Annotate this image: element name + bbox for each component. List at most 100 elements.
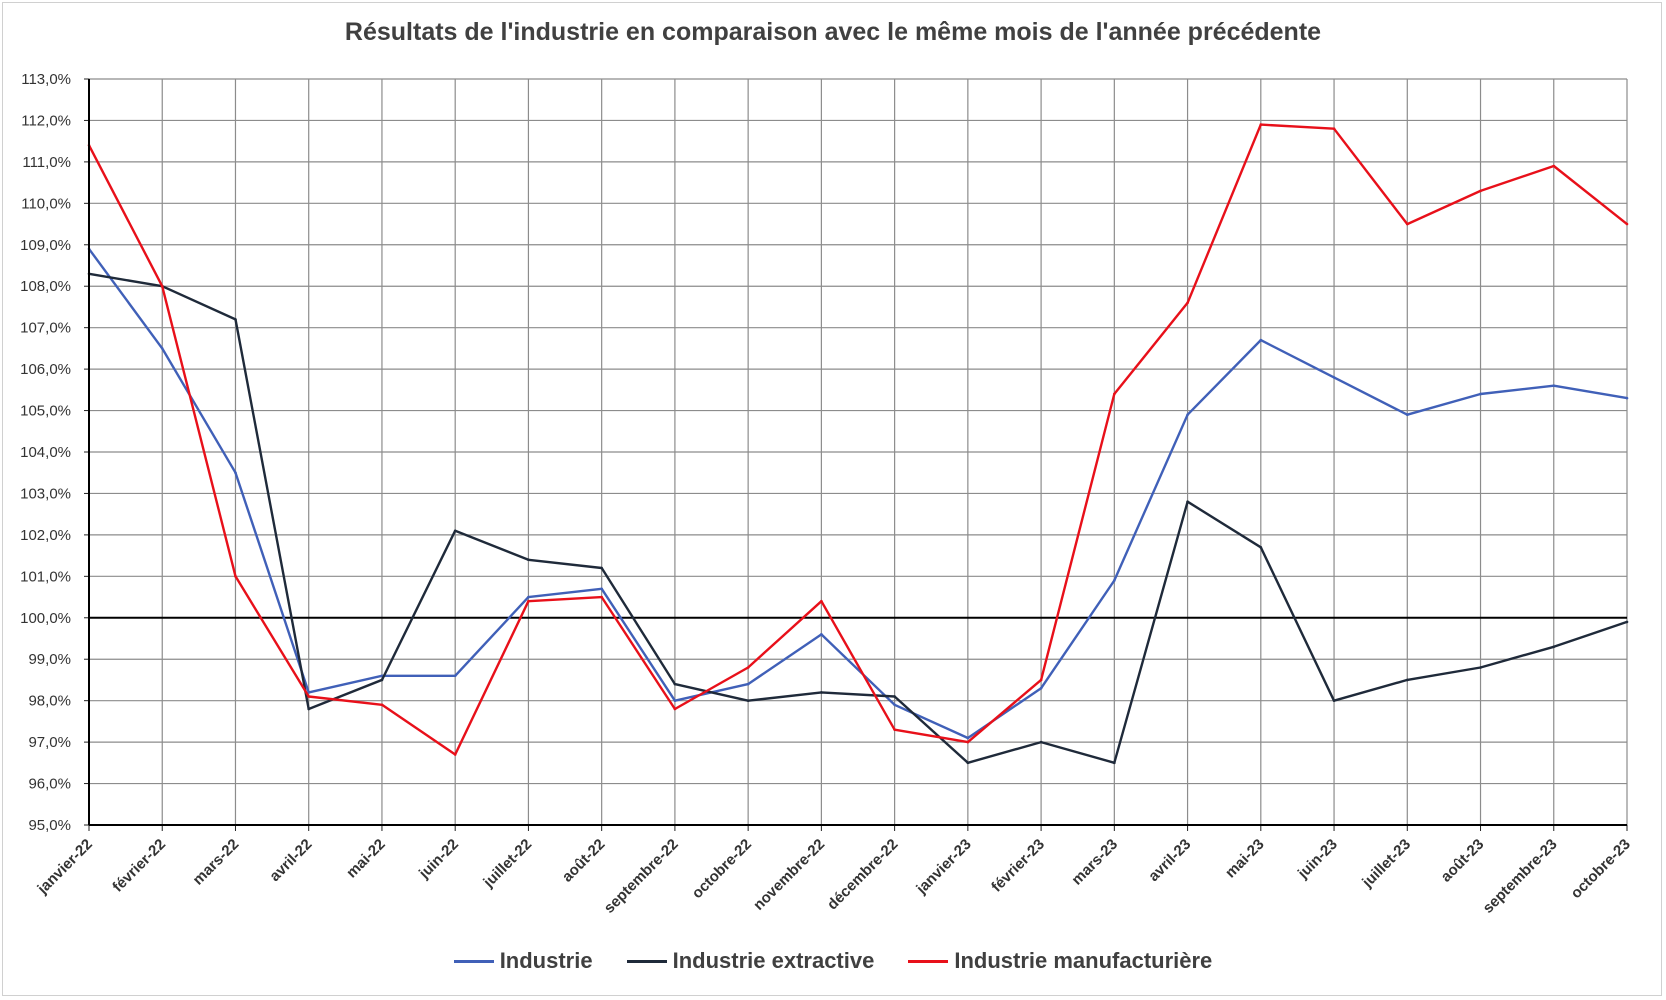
- data-point: [746, 666, 750, 669]
- x-tick-label: août-23: [1438, 836, 1488, 886]
- data-point: [380, 678, 384, 682]
- y-tick-label: 103,0%: [20, 485, 71, 502]
- x-tick-label: avril-23: [1145, 836, 1194, 885]
- x-tick-label: juillet-23: [1358, 836, 1414, 892]
- legend-label: Industrie: [499, 948, 593, 973]
- data-point: [1332, 699, 1336, 702]
- data-point: [527, 595, 530, 599]
- data-point: [600, 566, 603, 570]
- x-tick-label: décembre-22: [824, 836, 901, 913]
- data-point: [1625, 396, 1629, 400]
- data-point: [1332, 376, 1336, 379]
- data-point: [1552, 164, 1556, 168]
- x-tick-label: juin-22: [415, 836, 462, 883]
- data-point: [307, 691, 311, 694]
- data-point: [600, 595, 603, 599]
- y-tick-label: 99,0%: [28, 651, 71, 668]
- data-point: [234, 318, 237, 321]
- x-tick-label: mai-23: [1222, 836, 1268, 882]
- y-tick-label: 107,0%: [20, 320, 71, 337]
- data-point: [307, 695, 311, 698]
- legend-swatch: [626, 959, 667, 963]
- chart-title: Résultats de l'industrie en comparaison …: [344, 18, 1322, 46]
- data-point: [893, 695, 896, 698]
- data-point: [234, 575, 237, 578]
- data-point: [1552, 384, 1556, 387]
- data-point: [453, 529, 457, 533]
- y-tick-label: 104,0%: [20, 444, 71, 461]
- data-point: [966, 740, 970, 744]
- data-point: [746, 699, 750, 702]
- data-point: [1479, 392, 1482, 396]
- data-point: [893, 703, 896, 707]
- y-tick-label: 108,0%: [20, 278, 71, 295]
- x-tick-label: avril-22: [266, 836, 315, 885]
- data-point: [673, 707, 677, 711]
- x-tick-label: septembre-22: [601, 836, 682, 917]
- y-tick-label: 97,0%: [28, 734, 71, 751]
- x-tick-label: juillet-22: [479, 836, 535, 892]
- data-point: [820, 599, 823, 603]
- data-point: [1479, 189, 1482, 193]
- x-tick-label: novembre-22: [750, 836, 828, 914]
- data-point: [1405, 678, 1409, 682]
- data-point: [1186, 500, 1189, 504]
- series-line: [87, 123, 1628, 756]
- series-line: [88, 248, 1628, 740]
- series-lines: [87, 123, 1629, 765]
- legend-label: Industrie manufacturière: [954, 948, 1213, 973]
- x-axis-ticks: janvier-22 février-22 mars-22 avril-22 mai-2…: [34, 825, 1634, 917]
- y-axis-ticks: 95,0% 96,0% 97,0% 98,0% 99,0% 100,0% 101,0% 102…: [20, 71, 89, 834]
- data-point: [1039, 686, 1043, 690]
- data-point: [234, 471, 237, 475]
- data-point: [673, 682, 677, 686]
- data-point: [160, 284, 164, 288]
- grid-lines: [88, 78, 1628, 826]
- data-point: [893, 728, 896, 731]
- x-tick-label: février-23: [988, 836, 1048, 896]
- x-tick-label: janvier-22: [34, 836, 96, 898]
- x-tick-label: août-22: [559, 836, 609, 886]
- data-point: [160, 347, 164, 350]
- data-point: [1259, 123, 1263, 126]
- axes: [88, 79, 1627, 826]
- data-point: [966, 736, 970, 740]
- data-point: [527, 599, 530, 603]
- y-tick-label: 101,0%: [20, 568, 71, 585]
- x-tick-label: janvier-23: [912, 836, 974, 898]
- x-tick-label: octobre-22: [689, 836, 755, 902]
- y-tick-label: 109,0%: [20, 237, 71, 254]
- data-point: [1186, 413, 1189, 417]
- data-point: [1259, 338, 1263, 342]
- legend: Industrie Industrie extractive Industrie m…: [0, 948, 1666, 974]
- data-point: [1405, 222, 1409, 226]
- data-point: [1552, 645, 1556, 649]
- data-point: [746, 682, 750, 686]
- data-point: [1259, 546, 1263, 549]
- x-tick-label: mars-22: [190, 836, 243, 889]
- x-tick-label: septembre-23: [1480, 836, 1561, 917]
- data-point: [1625, 222, 1629, 226]
- data-point: [1113, 761, 1116, 765]
- x-tick-label: mai-22: [343, 836, 389, 882]
- y-tick-label: 100,0%: [20, 610, 71, 627]
- legend-item: Industrie extractive: [626, 948, 874, 974]
- data-point: [673, 699, 677, 702]
- data-point: [1625, 620, 1629, 624]
- data-point: [820, 691, 823, 694]
- y-tick-label: 112,0%: [21, 112, 71, 129]
- data-point: [1113, 392, 1116, 396]
- y-tick-label: 106,0%: [20, 361, 71, 378]
- legend-swatch: [908, 959, 949, 963]
- data-point: [527, 558, 530, 562]
- x-tick-label: octobre-23: [1568, 836, 1634, 902]
- data-point: [380, 703, 384, 707]
- legend-item: Industrie: [453, 948, 593, 974]
- data-point: [1039, 740, 1043, 744]
- legend-swatch: [453, 959, 494, 963]
- data-point: [453, 674, 457, 678]
- y-tick-label: 102,0%: [20, 527, 71, 544]
- data-point: [966, 761, 970, 765]
